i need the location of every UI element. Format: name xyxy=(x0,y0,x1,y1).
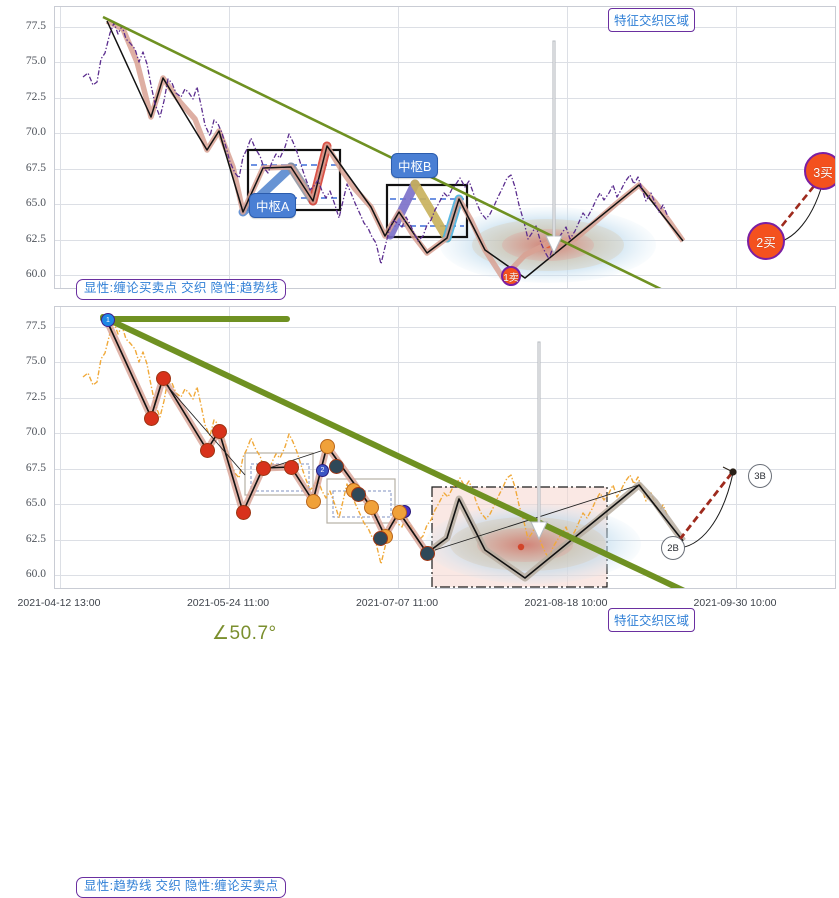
y-tick-label: 65.0 xyxy=(25,197,46,209)
y-tick-label: 62.5 xyxy=(25,533,46,545)
y-tick-label: 77.5 xyxy=(25,20,46,32)
feature-zone-label-bottom[interactable]: 特征交织区域 xyxy=(608,608,696,632)
y-tick-label: 72.5 xyxy=(25,91,46,103)
trend-point-1-bottom[interactable]: 1 xyxy=(101,313,115,327)
gridline-vertical xyxy=(567,307,568,588)
x-tick-label: 2021-09-30 10:00 xyxy=(693,597,777,609)
y-tick-label: 75.0 xyxy=(25,355,46,367)
zigzag-pivot xyxy=(351,487,366,502)
y-tick-label: 62.5 xyxy=(25,233,46,245)
zigzag-pivot xyxy=(212,424,227,439)
zigzag-pivot xyxy=(329,459,344,474)
chart-graphics-top xyxy=(82,15,829,288)
gridline-vertical xyxy=(60,7,61,288)
price-line-top xyxy=(82,22,669,265)
zigzag-line-top xyxy=(106,20,684,279)
gridline-horizontal xyxy=(55,275,835,276)
gridline-vertical xyxy=(229,307,230,588)
plot-area-top[interactable]: 1卖 2买 3买 xyxy=(54,6,836,289)
chart-panel-bottom: 77.5 75.0 72.5 70.0 67.5 65.0 62.5 60.0 xyxy=(0,300,839,898)
y-tick-label: 72.5 xyxy=(25,391,46,403)
marker-3b-bottom[interactable]: 3B xyxy=(748,464,772,488)
feature-zone-arrow-top xyxy=(545,40,563,255)
y-tick-label: 70.0 xyxy=(25,126,46,138)
legend-top[interactable]: 显性:缠论买卖点 交织 隐性:趋势线 xyxy=(76,279,287,300)
zigzag-pivot xyxy=(392,505,407,520)
hidden-structure-lines-bottom xyxy=(162,380,640,551)
y-tick-label: 75.0 xyxy=(25,55,46,67)
gridline-vertical xyxy=(229,7,230,288)
chart-graphics-bottom xyxy=(82,314,737,588)
y-tick-label: 67.5 xyxy=(25,462,46,474)
zigzag-pivot xyxy=(236,505,251,520)
chart-panel-top: 77.5 75.0 72.5 70.0 67.5 65.0 62.5 60.0 xyxy=(0,0,839,300)
pivot-label-a[interactable]: 中枢A xyxy=(249,193,297,218)
zigzag-pivot xyxy=(256,461,271,476)
y-tick-label: 60.0 xyxy=(25,568,46,580)
zigzag-underlay-bottom xyxy=(103,319,430,555)
x-tick-label: 2021-08-18 10:00 xyxy=(524,597,608,609)
y-tick-label: 60.0 xyxy=(25,268,46,280)
pivot-label-b[interactable]: 中枢B xyxy=(391,153,439,178)
trend-line-top xyxy=(102,15,662,288)
gridline-horizontal xyxy=(55,469,835,470)
gridline-vertical xyxy=(736,307,737,588)
gridline-horizontal xyxy=(55,204,835,205)
gridline-horizontal xyxy=(55,133,835,134)
x-tick-label: 2021-04-12 13:00 xyxy=(17,597,101,609)
zigzag-pivot xyxy=(364,500,379,515)
plot-area-bottom[interactable]: 1 2 3 2B 3B xyxy=(54,306,836,589)
trend-point-2-bottom[interactable]: 2 xyxy=(316,464,329,477)
y-axis-top: 77.5 75.0 72.5 70.0 67.5 65.0 62.5 60.0 xyxy=(0,0,50,300)
marker-2buy-top[interactable]: 2买 xyxy=(747,222,785,260)
gridline-vertical xyxy=(398,7,399,288)
y-tick-label: 70.0 xyxy=(25,426,46,438)
gridline-horizontal xyxy=(55,169,835,170)
x-tick-label: 2021-05-24 11:00 xyxy=(186,597,270,609)
y-tick-label: 67.5 xyxy=(25,162,46,174)
gridline-horizontal xyxy=(55,362,835,363)
zigzag-pivot xyxy=(306,494,321,509)
angle-annotation-bottom: ∠50.7° xyxy=(212,623,277,644)
trend-line-bottom xyxy=(100,314,686,588)
gridline-vertical xyxy=(60,307,61,588)
zigzag-pivot xyxy=(156,371,171,386)
gridline-horizontal xyxy=(55,98,835,99)
gridline-horizontal xyxy=(55,398,835,399)
feature-zone-label-top[interactable]: 特征交织区域 xyxy=(608,8,696,32)
hidden-pivot-boxes-bottom xyxy=(244,452,396,524)
zigzag-pivot xyxy=(420,546,435,561)
gridline-vertical xyxy=(398,307,399,588)
zigzag-pivot xyxy=(144,411,159,426)
zigzag-pivot xyxy=(320,439,335,454)
y-tick-label: 77.5 xyxy=(25,320,46,332)
zigzag-pivot xyxy=(200,443,215,458)
gridline-horizontal xyxy=(55,327,835,328)
legend-bottom[interactable]: 显性:趋势线 交织 隐性:缠论买卖点 xyxy=(76,877,287,898)
projection-dashed-bottom xyxy=(671,473,733,549)
feature-zone-arrow-bottom xyxy=(530,341,548,541)
gridline-vertical xyxy=(736,7,737,288)
marker-2b-bottom[interactable]: 2B xyxy=(661,536,685,560)
y-axis-bottom: 77.5 75.0 72.5 70.0 67.5 65.0 62.5 60.0 xyxy=(0,300,50,617)
x-tick-label: 2021-07-07 11:00 xyxy=(355,597,439,609)
y-tick-label: 65.0 xyxy=(25,497,46,509)
marker-3buy-top[interactable]: 3买 xyxy=(804,152,835,190)
gridline-horizontal xyxy=(55,433,835,434)
zigzag-pivot xyxy=(284,460,299,475)
zigzag-pivot xyxy=(373,531,388,546)
gridline-vertical xyxy=(567,7,568,288)
gridline-horizontal xyxy=(55,27,835,28)
gridline-horizontal xyxy=(55,62,835,63)
marker-1sell-top[interactable]: 1卖 xyxy=(501,266,521,286)
